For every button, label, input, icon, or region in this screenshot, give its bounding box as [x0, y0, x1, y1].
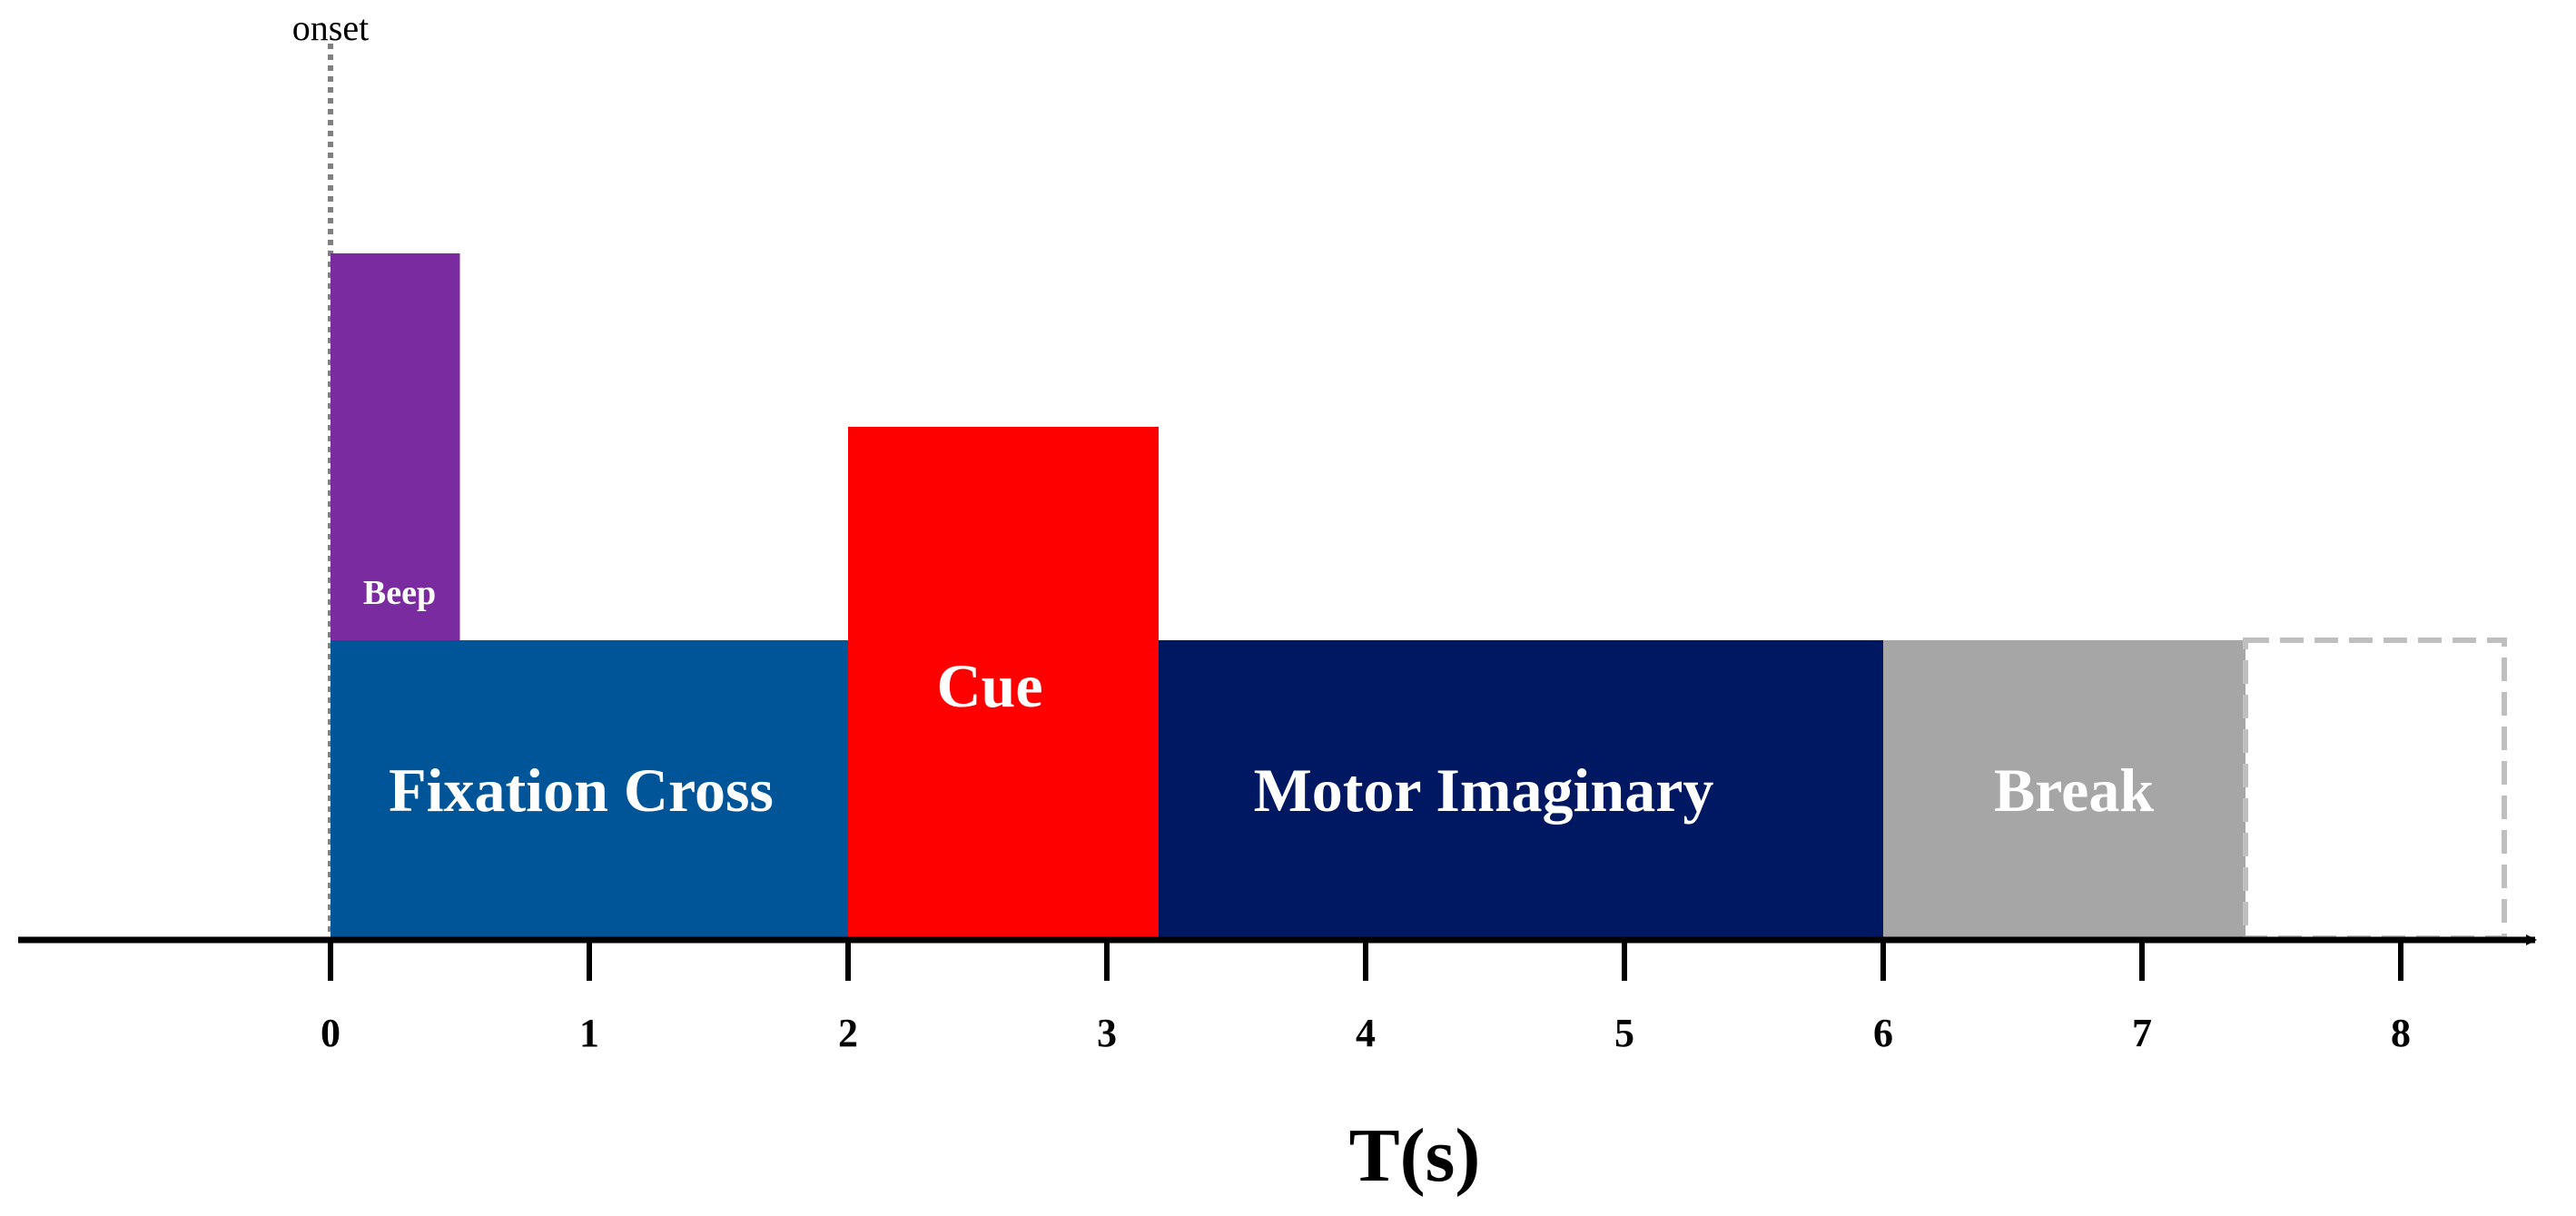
onset-label: onset	[292, 7, 369, 48]
tick-label-7: 7	[2132, 1011, 2152, 1055]
beep-label: Beep	[363, 574, 436, 612]
motor-imaginary-bar	[1107, 640, 1883, 938]
axis-ticks: 0 1 2 3 4 5 6 7 8	[321, 940, 2411, 1055]
tick-label-6: 6	[1873, 1011, 1893, 1055]
tick-label-3: 3	[1097, 1011, 1117, 1055]
tick-label-5: 5	[1614, 1011, 1634, 1055]
motor-imaginary-label: Motor Imaginary	[1254, 756, 1714, 825]
tick-label-8: 8	[2391, 1011, 2411, 1055]
cue-bar	[848, 427, 1159, 938]
tick-label-0: 0	[321, 1011, 341, 1055]
cue-label: Cue	[936, 651, 1042, 720]
fixation-cross-label: Fixation Cross	[389, 756, 774, 825]
axis-title: T(s)	[1349, 1113, 1481, 1198]
tick-label-1: 1	[579, 1011, 599, 1055]
break-bar	[1883, 640, 2245, 938]
tick-label-4: 4	[1356, 1011, 1376, 1055]
tick-label-2: 2	[838, 1011, 858, 1055]
break-label: Break	[1994, 756, 2154, 825]
beep-bar	[331, 253, 460, 640]
next-trial-placeholder	[2243, 638, 2507, 941]
fixation-cross-bar	[331, 640, 848, 938]
